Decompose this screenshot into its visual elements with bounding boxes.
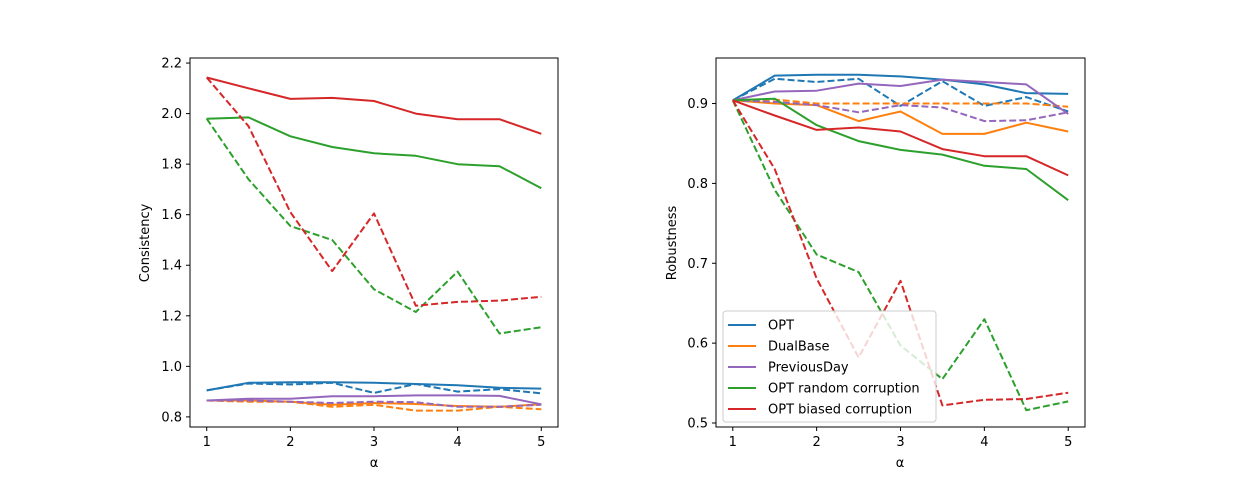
robustness-series-opt-dashed [732, 77, 1069, 113]
consistency-series-opt-solid [206, 381, 542, 392]
consistency-x-axis-label: α [370, 456, 379, 471]
robustness-series-previousday-dashed [732, 99, 1069, 123]
consistency-x-tick-label: 3 [370, 435, 378, 450]
legend-label: OPT random corruption [768, 382, 920, 397]
consistency-chart: 1 2 3 4 5 0.8 1.0 1.2 1.4 1.6 1.8 2.0 2.2 α Consiste… [138, 57, 559, 471]
consistency-series-opt-dashed [206, 381, 542, 395]
consistency-series-opt-biased-corruption-dashed [205, 76, 542, 307]
robustness-series-dualbase-dashed [732, 98, 1069, 108]
robustness-x-tick-label: 2 [812, 435, 820, 450]
consistency-y-axis-label: Consistency [138, 203, 153, 282]
legend-label: DualBase [768, 340, 829, 355]
consistency-series-opt-random-corruption-solid [206, 116, 542, 190]
consistency-series-layer [205, 76, 542, 412]
consistency-series-opt-random-corruption-dashed [205, 118, 542, 335]
robustness-chart: 1 2 3 4 5 0.5 0.6 0.7 0.8 0.9 α Robustness OPT Dua… [665, 57, 1086, 471]
robustness-x-tick-label: 5 [1064, 435, 1072, 450]
consistency-series-previousday-dashed [206, 399, 542, 408]
consistency-y-tick-label: 1.2 [161, 309, 182, 324]
consistency-x-tick-label: 4 [453, 435, 461, 450]
robustness-x-tick-label: 4 [980, 435, 988, 450]
legend-label: OPT [768, 319, 794, 334]
legend-item-dualbase: DualBase [728, 340, 829, 355]
robustness-x-axis-label: α [896, 456, 905, 471]
robustness-series-opt-random-corruption-solid [732, 97, 1069, 202]
consistency-series-opt-biased-corruption-solid [206, 76, 542, 135]
consistency-y-tick-label: 2.0 [161, 107, 182, 122]
legend-item-previousday: PreviousDay [728, 361, 849, 376]
consistency-y-tick-label: 1.0 [161, 360, 182, 375]
robustness-series-dualbase-solid [732, 99, 1069, 135]
consistency-x-tick-label: 1 [203, 435, 211, 450]
legend-item-opt-biased-corruption: OPT biased corruption [728, 403, 912, 418]
robustness-y-tick-label: 0.6 [687, 337, 708, 352]
robustness-tick-layer: 1 2 3 4 5 0.5 0.6 0.7 0.8 0.9 [687, 97, 1072, 450]
robustness-series-opt-biased-corruption-dashed [731, 99, 1069, 407]
legend: OPT DualBase PreviousDay OPT random corrupt… [722, 310, 937, 423]
robustness-plot-frame [715, 57, 1086, 428]
consistency-x-tick-label: 2 [286, 435, 294, 450]
consistency-y-tick-label: 1.8 [161, 158, 182, 173]
robustness-series-opt-solid [732, 73, 1069, 102]
legend-item-opt-random-corruption: OPT random corruption [728, 382, 920, 397]
legend-label: OPT biased corruption [768, 403, 912, 418]
legend-item-opt: OPT [728, 319, 794, 334]
robustness-series-opt-biased-corruption-solid [732, 99, 1069, 177]
robustness-x-tick-label: 1 [729, 435, 737, 450]
consistency-plot-frame [189, 57, 559, 428]
robustness-y-tick-label: 0.7 [687, 257, 708, 272]
robustness-y-axis-label: Robustness [665, 205, 680, 280]
consistency-y-tick-label: 1.4 [161, 259, 182, 274]
robustness-y-tick-label: 0.5 [687, 417, 708, 432]
consistency-y-tick-label: 0.8 [161, 410, 182, 425]
robustness-x-tick-label: 3 [896, 435, 904, 450]
consistency-tick-layer: 1 2 3 4 5 0.8 1.0 1.2 1.4 1.6 1.8 2.0 2.2 [161, 57, 545, 450]
legend-label: PreviousDay [768, 361, 849, 376]
consistency-y-tick-label: 2.2 [161, 57, 182, 72]
robustness-y-tick-label: 0.9 [687, 97, 708, 112]
consistency-y-tick-label: 1.6 [161, 208, 182, 223]
legend-box [722, 310, 937, 423]
robustness-series-previousday-solid [732, 78, 1069, 115]
consistency-x-tick-label: 5 [537, 435, 545, 450]
robustness-y-tick-label: 0.8 [687, 177, 708, 192]
consistency-series-previousday-solid [206, 394, 542, 406]
legend-rows: OPT DualBase PreviousDay OPT random corrupt… [728, 319, 920, 418]
